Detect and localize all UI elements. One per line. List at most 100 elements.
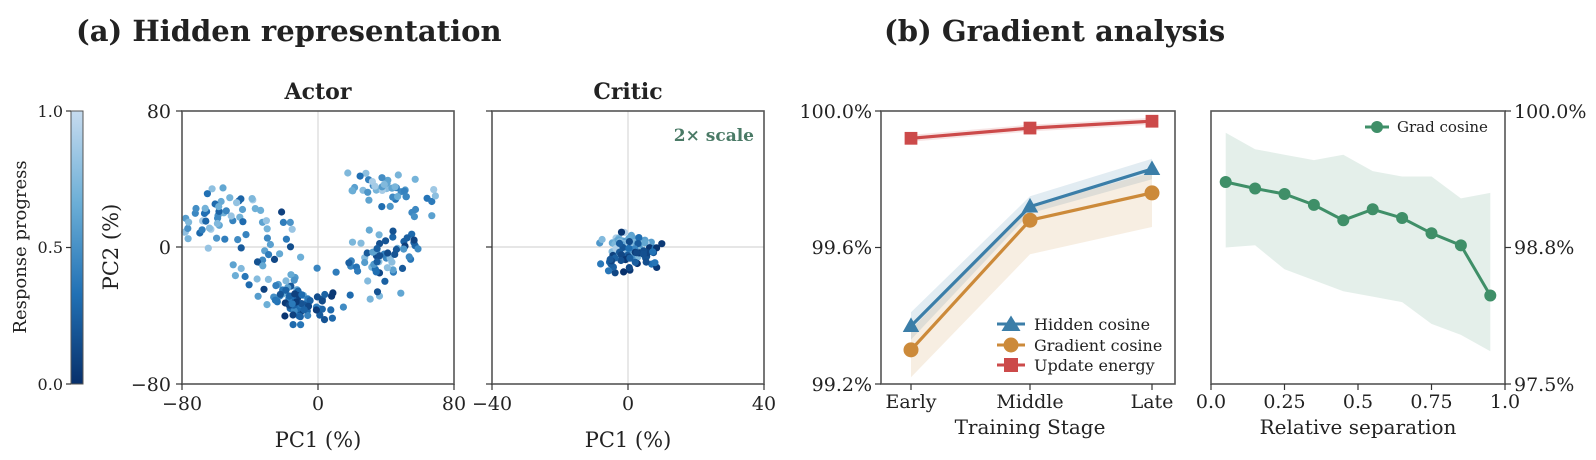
scatter-point bbox=[373, 288, 382, 296]
legend-label: Hidden cosine bbox=[1034, 315, 1150, 334]
scatter-point bbox=[389, 266, 397, 274]
scatter-point bbox=[192, 204, 200, 213]
confidence-band bbox=[911, 172, 1152, 378]
scatter-point bbox=[428, 212, 436, 220]
scatter-point bbox=[318, 305, 326, 313]
scatter-point bbox=[279, 218, 287, 226]
stage-xtick-label: Middle bbox=[996, 391, 1063, 413]
scatter-point bbox=[403, 234, 411, 242]
scatter-point bbox=[215, 203, 223, 211]
critic-annotation: 2× scale bbox=[674, 126, 754, 146]
scatter-point bbox=[373, 245, 381, 253]
scatter-point bbox=[282, 286, 290, 294]
colorbar: 0.0 0.5 1.0 Response progress bbox=[10, 102, 84, 394]
scatter-point bbox=[398, 264, 407, 272]
colorbar-tick-label: 0.5 bbox=[38, 238, 63, 257]
scatter-point bbox=[282, 235, 290, 243]
scatter-point bbox=[259, 262, 267, 270]
scatter-point bbox=[389, 233, 397, 241]
scatter-point bbox=[348, 187, 356, 195]
separation-xtick-label: 0.5 bbox=[1343, 391, 1373, 413]
scatter-point bbox=[361, 258, 369, 267]
legend-entry-hidden-cosine: Hidden cosine bbox=[997, 315, 1150, 334]
stage-xtick-label: Late bbox=[1131, 391, 1174, 413]
stage-ytick-label: 100.0% bbox=[800, 101, 872, 123]
scatter-point bbox=[257, 206, 265, 214]
scatter-point bbox=[362, 169, 370, 177]
scatter-point bbox=[631, 258, 639, 266]
scatter-point bbox=[237, 264, 245, 273]
scatter-point bbox=[364, 188, 372, 196]
scatter-point bbox=[270, 255, 279, 263]
actor-crosshair bbox=[182, 111, 454, 384]
scatter-point bbox=[278, 208, 286, 216]
scatter-point bbox=[625, 264, 633, 272]
scatter-point bbox=[617, 251, 625, 259]
separation-xtick-label: 0.0 bbox=[1196, 391, 1226, 413]
separation-xtick-label: 1.0 bbox=[1490, 391, 1520, 413]
data-point bbox=[1307, 198, 1320, 211]
scatter-point bbox=[617, 228, 626, 236]
scatter-point bbox=[227, 212, 235, 220]
scatter-point bbox=[264, 275, 272, 283]
scatter-point bbox=[606, 255, 614, 263]
legend-circle-marker bbox=[1371, 121, 1383, 133]
scatter-point bbox=[364, 277, 372, 285]
scatter-point bbox=[265, 251, 273, 259]
scatter-point bbox=[184, 224, 192, 232]
scatter-point bbox=[254, 292, 262, 300]
scatter-point bbox=[297, 300, 306, 308]
data-point bbox=[1022, 212, 1038, 228]
scatter-point bbox=[410, 236, 418, 244]
stage-ytick-label: 99.6% bbox=[812, 237, 872, 259]
data-point bbox=[1219, 175, 1232, 188]
actor-title: Actor bbox=[284, 79, 352, 105]
scatter-point bbox=[365, 226, 373, 234]
actor-ticks bbox=[176, 110, 455, 390]
scatter-point bbox=[402, 193, 410, 201]
data-point bbox=[1023, 121, 1037, 135]
scatter-point bbox=[620, 268, 628, 276]
scatter-point bbox=[198, 226, 206, 234]
separation-xlabel: Relative separation bbox=[1260, 415, 1457, 439]
scatter-point bbox=[271, 296, 279, 304]
colorbar-label: Response progress bbox=[10, 160, 31, 333]
scatter-point bbox=[204, 244, 212, 252]
scatter-point bbox=[394, 193, 402, 201]
separation-ticks bbox=[1210, 110, 1511, 390]
scatter-point bbox=[208, 185, 216, 193]
scatter-point bbox=[378, 174, 386, 182]
stage-ytick-label: 99.2% bbox=[812, 374, 872, 396]
critic-xtick-label: −40 bbox=[472, 393, 512, 415]
scatter-point bbox=[219, 184, 227, 192]
scatter-point bbox=[306, 297, 314, 305]
scatter-point bbox=[366, 295, 374, 303]
actor-ytick-label: −80 bbox=[131, 374, 171, 396]
scatter-point bbox=[313, 293, 321, 301]
data-point bbox=[904, 131, 918, 145]
scatter-point bbox=[381, 277, 389, 285]
scatter-point bbox=[328, 314, 336, 322]
scatter-point bbox=[297, 253, 305, 261]
actor-ytick-label: 0 bbox=[159, 237, 171, 259]
scatter-point bbox=[241, 272, 249, 281]
scatter-point bbox=[639, 250, 648, 258]
scatter-point bbox=[231, 272, 239, 280]
separation-ytick-label: 98.8% bbox=[1514, 237, 1574, 259]
separation-ytick-label: 97.5% bbox=[1514, 374, 1574, 396]
scatter-point bbox=[431, 192, 439, 200]
scatter-point bbox=[313, 264, 321, 272]
scatter-point bbox=[389, 227, 397, 235]
colorbar-tick-label: 1.0 bbox=[38, 102, 63, 121]
actor-plot: Actor −80 0 80 −80 0 80 PC1 (%) PC2 (%) bbox=[99, 79, 466, 452]
actor-ytick-label: 80 bbox=[147, 101, 171, 123]
scatter-point bbox=[405, 253, 413, 261]
legend-circle-marker bbox=[1003, 337, 1019, 353]
scatter-point bbox=[354, 267, 362, 275]
scatter-point bbox=[287, 271, 295, 279]
scatter-point bbox=[363, 249, 371, 257]
scatter-point bbox=[316, 311, 324, 319]
scatter-point bbox=[214, 214, 222, 222]
scatter-point bbox=[239, 218, 247, 226]
